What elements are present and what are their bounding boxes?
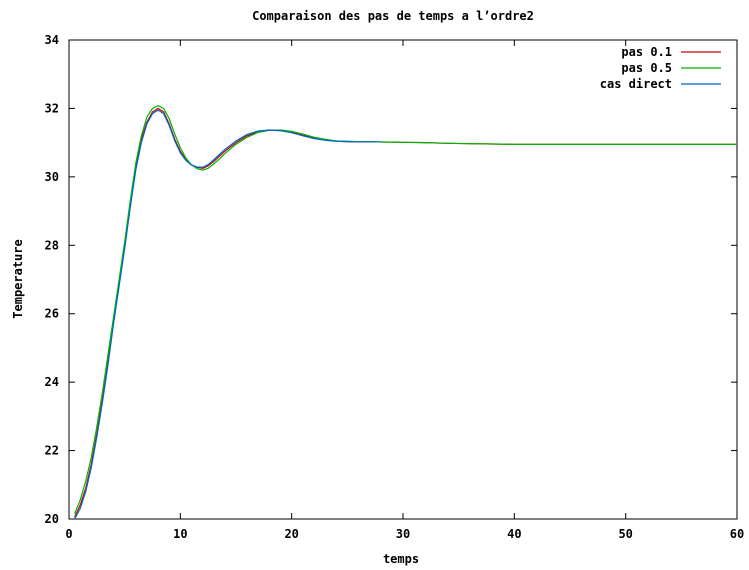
- x-tick-label: 40: [507, 527, 521, 541]
- x-tick-label: 0: [65, 527, 72, 541]
- x-tick-label: 60: [730, 527, 744, 541]
- legend-label: pas 0.1: [621, 45, 672, 59]
- legend-label: pas 0.5: [621, 61, 672, 75]
- y-tick-labels: 20 22 24 26 28 30 32 34: [45, 33, 59, 526]
- axis-ticks: [68, 39, 738, 520]
- legend-label: cas direct: [600, 77, 672, 91]
- y-tick-label: 28: [45, 238, 59, 252]
- y-tick-label: 22: [45, 444, 59, 458]
- x-tick-label: 50: [618, 527, 632, 541]
- x-axis-label: temps: [383, 552, 419, 566]
- x-tick-labels: 0 10 20 30 40 50 60: [65, 527, 744, 541]
- y-tick-label: 30: [45, 170, 59, 184]
- x-tick-label: 10: [173, 527, 187, 541]
- y-tick-label: 32: [45, 101, 59, 115]
- x-tick-label: 20: [284, 527, 298, 541]
- legend: pas 0.1 pas 0.5 cas direct: [600, 45, 721, 91]
- series-lines: [74, 105, 737, 520]
- x-tick-label: 30: [396, 527, 410, 541]
- chart-title: Comparaison des pas de temps a l’ordre2: [252, 9, 534, 23]
- y-tick-label: 26: [45, 307, 59, 321]
- series-line-pas-0-1: [74, 107, 737, 518]
- y-tick-label: 24: [45, 375, 59, 389]
- y-tick-label: 34: [45, 33, 59, 47]
- y-axis-label: Temperature: [11, 239, 25, 318]
- series-line-cas-direct: [74, 109, 381, 520]
- plot-area: [68, 39, 738, 520]
- series-line-pas-0-5: [74, 105, 737, 515]
- y-tick-label: 20: [45, 512, 59, 526]
